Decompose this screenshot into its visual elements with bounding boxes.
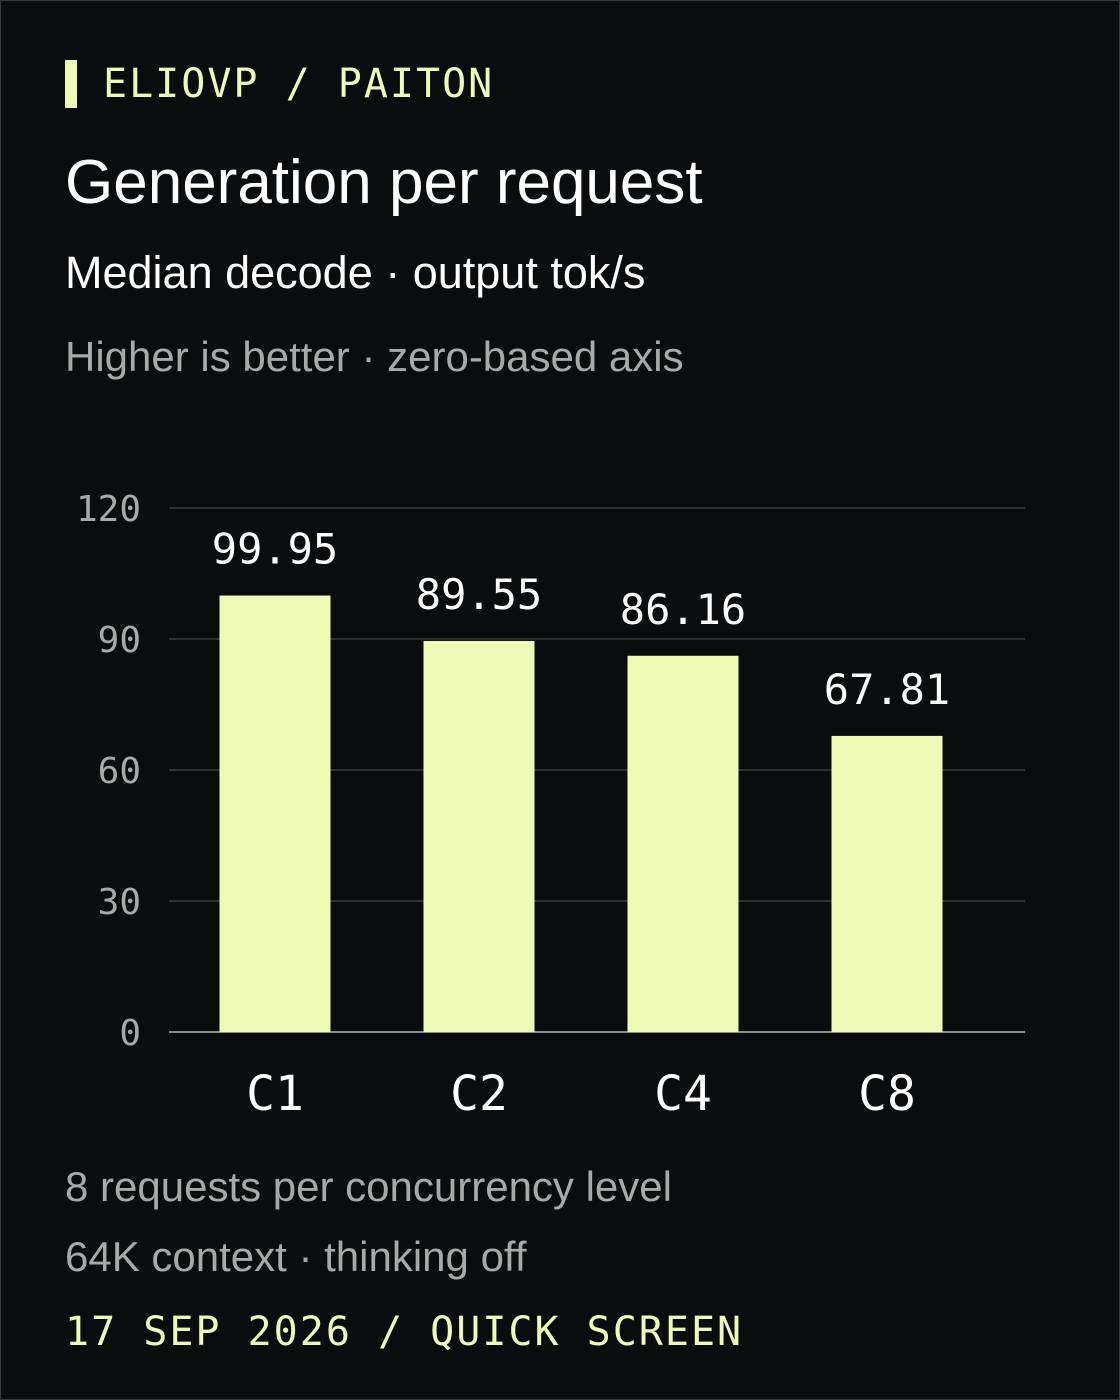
y-tick-label-0: 0 [119, 1013, 141, 1054]
chart-title: Generation per request [65, 148, 703, 217]
brand-header: ELIOVP / PAITON [65, 59, 494, 109]
x-tick-label-c8: C8 [858, 1066, 916, 1122]
chart-note: Higher is better · zero-based axis [65, 333, 684, 380]
brand-label: ELIOVP / PAITON [103, 61, 495, 107]
data-label-c1: 99.95 [212, 525, 338, 574]
bar-c4 [627, 655, 739, 1032]
data-label-c8: 67.81 [824, 665, 950, 714]
y-tick-label-120: 120 [76, 489, 141, 530]
chart-subtitle: Median decode · output tok/s [65, 247, 646, 298]
x-tick-label-c1: C1 [246, 1066, 304, 1122]
bar-c2 [423, 640, 535, 1032]
bar-c1 [219, 595, 331, 1032]
footer-requests-note: 8 requests per concurrency level [65, 1163, 672, 1210]
x-tick-label-c4: C4 [654, 1066, 712, 1122]
footer-context-note: 64K context · thinking off [65, 1233, 527, 1280]
bar-c8 [831, 735, 943, 1032]
bar-chart: 0 30 60 90 120 99.95 C1 89.55 C2 86.16 C4 67.81 C8 [76, 489, 1025, 1122]
y-tick-label-30: 30 [98, 882, 141, 923]
x-tick-label-c2: C2 [450, 1066, 508, 1122]
y-tick-label-90: 90 [98, 620, 141, 661]
footer-date: 17 SEP 2026 / QUICK SCREEN [65, 1309, 744, 1355]
brand-accent-bar [65, 60, 77, 108]
data-label-c4: 86.16 [620, 585, 746, 634]
data-label-c2: 89.55 [416, 570, 542, 619]
y-tick-label-60: 60 [98, 751, 141, 792]
